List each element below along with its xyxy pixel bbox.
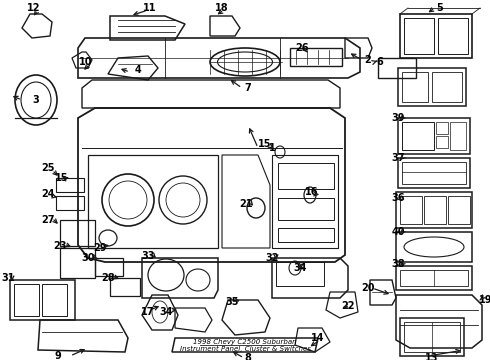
Text: 10: 10 (79, 57, 93, 67)
Bar (278, 163, 334, 189)
Text: 39: 39 (391, 113, 405, 123)
Bar (438, 18, 468, 54)
Bar (278, 228, 334, 242)
Bar (400, 318, 464, 356)
Bar (400, 270, 468, 286)
Text: 21: 21 (239, 199, 253, 209)
Bar (448, 196, 470, 224)
Bar (396, 232, 472, 262)
Text: 24: 24 (41, 189, 55, 199)
Text: 35: 35 (225, 297, 239, 307)
Text: 31: 31 (1, 273, 15, 283)
Text: 25: 25 (41, 163, 55, 173)
Text: 13: 13 (425, 353, 439, 360)
Text: 1998 Chevy C2500 Suburban
Instrument Panel, Cluster & Switches: 1998 Chevy C2500 Suburban Instrument Pan… (179, 339, 311, 352)
Text: 20: 20 (361, 283, 375, 293)
Text: 19: 19 (479, 295, 490, 305)
Text: 33: 33 (141, 251, 155, 261)
Bar (276, 262, 324, 286)
Text: 5: 5 (437, 3, 443, 13)
Text: 16: 16 (305, 187, 319, 197)
Text: 3: 3 (33, 95, 39, 105)
Text: 22: 22 (341, 301, 355, 311)
Bar (402, 72, 428, 102)
Text: 7: 7 (245, 83, 251, 93)
Bar (14, 284, 39, 316)
Text: 11: 11 (143, 3, 157, 13)
Bar (404, 322, 460, 352)
Text: 27: 27 (41, 215, 55, 225)
Text: 28: 28 (101, 273, 115, 283)
Text: 4: 4 (135, 65, 142, 75)
Bar (396, 266, 472, 290)
Text: 9: 9 (54, 351, 61, 360)
Bar (95, 258, 123, 276)
Bar (400, 14, 472, 58)
Bar (110, 278, 140, 296)
Text: 15: 15 (258, 139, 272, 149)
Text: 14: 14 (311, 333, 325, 343)
Text: 26: 26 (295, 43, 309, 53)
Bar (378, 58, 416, 78)
Bar (432, 72, 462, 102)
Bar (56, 196, 84, 210)
Bar (56, 178, 84, 192)
Bar (42, 284, 67, 316)
Bar (436, 122, 448, 134)
Text: 17: 17 (141, 307, 155, 317)
Bar (60, 220, 95, 246)
Text: 38: 38 (391, 259, 405, 269)
Bar (398, 118, 470, 154)
Bar (402, 162, 466, 184)
Bar (404, 18, 434, 54)
Text: 6: 6 (377, 57, 383, 67)
Text: 8: 8 (245, 353, 251, 360)
Text: 29: 29 (93, 243, 107, 253)
Text: 1: 1 (269, 143, 275, 153)
Text: 18: 18 (215, 3, 229, 13)
Text: 32: 32 (265, 253, 279, 263)
Text: 15: 15 (55, 173, 69, 183)
Text: 34: 34 (293, 263, 307, 273)
Bar (402, 122, 434, 150)
Bar (424, 196, 446, 224)
Bar (396, 192, 472, 228)
Text: 34: 34 (159, 307, 173, 317)
Bar (398, 68, 466, 106)
Bar (450, 122, 466, 150)
Bar (290, 48, 342, 66)
Text: 2: 2 (365, 55, 371, 65)
Bar (60, 248, 95, 278)
Text: 37: 37 (391, 153, 405, 163)
Bar (400, 196, 422, 224)
Bar (278, 198, 334, 220)
Text: 36: 36 (391, 193, 405, 203)
Text: 30: 30 (81, 253, 95, 263)
Text: 12: 12 (27, 3, 41, 13)
Bar (398, 158, 470, 188)
Bar (10, 280, 75, 320)
Text: 40: 40 (391, 227, 405, 237)
Text: 23: 23 (53, 241, 67, 251)
Bar (436, 136, 448, 148)
